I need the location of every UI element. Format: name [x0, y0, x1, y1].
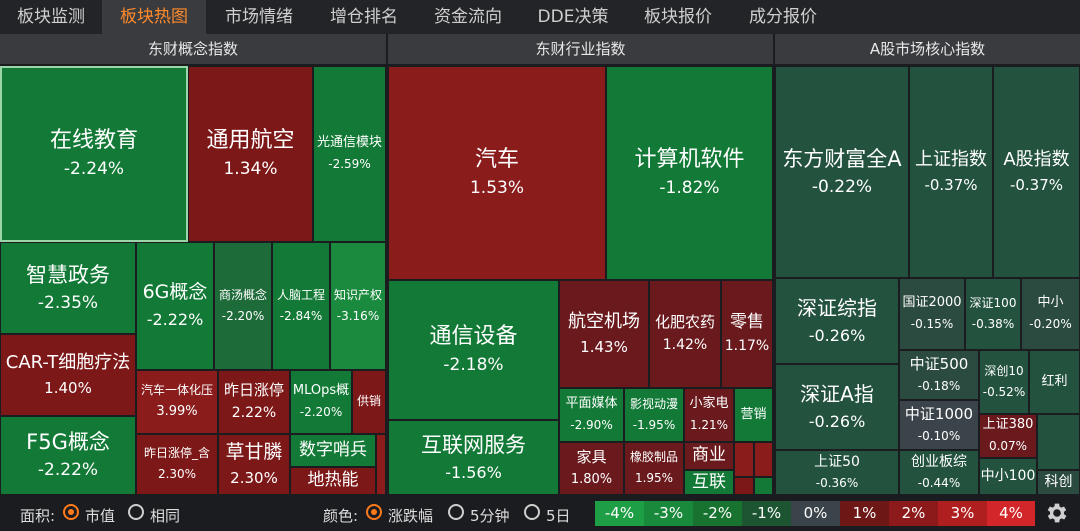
treemap-cell[interactable]: 深证100 -0.38% [965, 278, 1021, 350]
treemap-cell[interactable]: 影视动漫 -1.95% [624, 388, 684, 442]
treemap-cell[interactable]: MLOps概 -2.20% [290, 370, 352, 434]
legend-item: 2% [889, 501, 938, 526]
tab-position-ranking[interactable]: 增仓排名 [330, 7, 398, 27]
treemap-cell[interactable]: 互联 [684, 470, 734, 495]
tab-dde-decision[interactable]: DDE决策 [537, 7, 609, 27]
area-equal-label[interactable]: 相同 [150, 507, 181, 525]
treemap-cell[interactable]: 知识产权 -3.16% [330, 242, 386, 370]
area-equal-radio[interactable] [128, 504, 144, 520]
treemap-cell[interactable] [734, 442, 754, 477]
area-market-cap-radio[interactable] [63, 504, 79, 520]
color-5min-radio[interactable] [448, 504, 464, 520]
treemap-cell[interactable]: 科创 [1037, 470, 1080, 495]
tab-sector-heatmap[interactable]: 板块热图 [102, 0, 206, 34]
tab-bar: 板块监测 板块热图 市场情绪 增仓排名 资金流向 DDE决策 板块报价 成分报价 [0, 0, 1080, 35]
area-label: 面积: [20, 507, 56, 525]
treemap-cell[interactable]: 光通信模块 -2.59% [313, 66, 386, 242]
treemap-cell[interactable]: 深证A指 -0.26% [775, 364, 899, 450]
bottom-controls: 面积: 市值 相同 颜色: 涨跌幅 5分钟 5日 -4% -3% -2% -1%… [0, 497, 1080, 531]
tab-market-sentiment[interactable]: 市场情绪 [225, 7, 293, 27]
color-change-radio[interactable] [366, 504, 382, 520]
treemap-cell[interactable]: 互联网服务 -1.56% [388, 420, 559, 495]
color-5day-label[interactable]: 5日 [546, 507, 571, 525]
treemap-cell[interactable]: 数字哨兵 [290, 434, 376, 467]
legend-item: -1% [742, 501, 791, 526]
treemap-cell[interactable]: 汽车 1.53% [388, 66, 606, 280]
treemap-cell[interactable]: 通用航空 1.34% [188, 66, 313, 242]
treemap-cell[interactable]: 商汤概念 -2.20% [214, 242, 272, 370]
treemap-cell[interactable]: 营销 [734, 388, 773, 442]
treemap-cell[interactable]: 东方财富全A -0.22% [775, 66, 909, 278]
treemap-cell[interactable] [1037, 414, 1080, 470]
treemap-cell[interactable]: 平面媒体 -2.90% [559, 388, 624, 442]
treemap-cell[interactable]: 智慧政务 -2.35% [0, 242, 136, 334]
treemap-cell[interactable]: 中证500 -0.18% [899, 350, 979, 400]
color-5day-radio[interactable] [524, 504, 540, 520]
legend-item: 3% [938, 501, 987, 526]
heatmap-treemap: 在线教育 -2.24% 通用航空 1.34% 光通信模块 -2.59% 智慧政务… [0, 64, 1080, 495]
treemap-cell[interactable]: F5G概念 -2.22% [0, 416, 136, 495]
treemap-cell[interactable]: 地热能 [290, 467, 376, 495]
treemap-cell[interactable]: 人脑工程 -2.84% [272, 242, 330, 370]
treemap-cell[interactable]: 上证指数 -0.37% [909, 66, 993, 278]
treemap-cell[interactable]: 计算机软件 -1.82% [606, 66, 773, 280]
tab-sector-monitor[interactable]: 板块监测 [17, 7, 85, 27]
treemap-cell[interactable]: 6G概念 -2.22% [136, 242, 214, 370]
color-label: 颜色: [323, 507, 359, 525]
treemap-cell[interactable]: 上证50 -0.36% [775, 450, 899, 495]
treemap-cell[interactable]: 小家电 1.21% [684, 388, 734, 442]
color-change-label[interactable]: 涨跌幅 [388, 507, 434, 525]
treemap-cell[interactable]: CAR-T细胞疗法 1.40% [0, 334, 136, 416]
treemap-cell[interactable]: 在线教育 -2.24% [0, 66, 188, 242]
treemap-cell[interactable]: 化肥农药 1.42% [649, 280, 721, 388]
treemap-cell[interactable] [754, 477, 773, 495]
treemap-cell[interactable]: 深创10 -0.52% [979, 350, 1029, 414]
gear-icon[interactable] [1044, 500, 1070, 526]
treemap-cell[interactable]: 红利 [1029, 350, 1080, 414]
treemap-cell[interactable]: 深证综指 -0.26% [775, 278, 899, 364]
treemap-cell[interactable]: 中小 -0.20% [1021, 278, 1080, 350]
treemap-cell[interactable]: 橡胶制品 1.95% [624, 442, 684, 495]
area-market-cap-label[interactable]: 市值 [85, 507, 116, 525]
treemap-cell[interactable]: 汽车一体化压 3.99% [136, 370, 218, 434]
treemap-cell[interactable]: 草甘膦 2.30% [218, 434, 290, 495]
legend-item: 0% [791, 501, 840, 526]
industry-index-header: 东财行业指数 [388, 34, 773, 64]
treemap-cell[interactable] [754, 442, 773, 477]
tab-component-quote[interactable]: 成分报价 [749, 7, 817, 27]
treemap-cell[interactable] [734, 477, 754, 495]
treemap-cell[interactable]: 创业板综 -0.44% [899, 450, 979, 495]
legend-item: -4% [595, 501, 644, 526]
concept-index-header: 东财概念指数 [0, 34, 386, 64]
legend-item: -2% [693, 501, 742, 526]
treemap-cell[interactable]: 航空机场 1.43% [559, 280, 649, 388]
treemap-cell[interactable]: 供销 [352, 370, 386, 434]
treemap-cell[interactable]: 上证380 0.07% [979, 414, 1037, 458]
treemap-cell[interactable]: 昨日涨停 2.22% [218, 370, 290, 434]
legend-item: 1% [840, 501, 889, 526]
treemap-cell[interactable]: 商业 [684, 442, 734, 470]
treemap-cell[interactable]: 昨日涨停_含 2.30% [136, 434, 218, 495]
treemap-cell[interactable]: 中小100 [979, 458, 1037, 495]
legend-item: -3% [644, 501, 693, 526]
core-index-header: A股市场核心指数 [775, 34, 1080, 64]
treemap-cell[interactable]: 国证2000 -0.15% [899, 278, 965, 350]
treemap-cell[interactable] [376, 434, 386, 495]
legend-item: 4% [987, 501, 1035, 526]
tab-sector-quote[interactable]: 板块报价 [644, 7, 712, 27]
tab-capital-flow[interactable]: 资金流向 [434, 7, 502, 27]
treemap-cell[interactable]: 零售 1.17% [721, 280, 773, 388]
treemap-cell[interactable]: 中证1000 -0.10% [899, 400, 979, 450]
treemap-cell[interactable]: A股指数 -0.37% [993, 66, 1080, 278]
treemap-cell[interactable]: 家具 1.80% [559, 442, 624, 495]
treemap-cell[interactable]: 通信设备 -2.18% [388, 280, 559, 420]
section-headers: 东财概念指数 东财行业指数 A股市场核心指数 [0, 34, 1080, 64]
color-5min-label[interactable]: 5分钟 [470, 507, 510, 525]
